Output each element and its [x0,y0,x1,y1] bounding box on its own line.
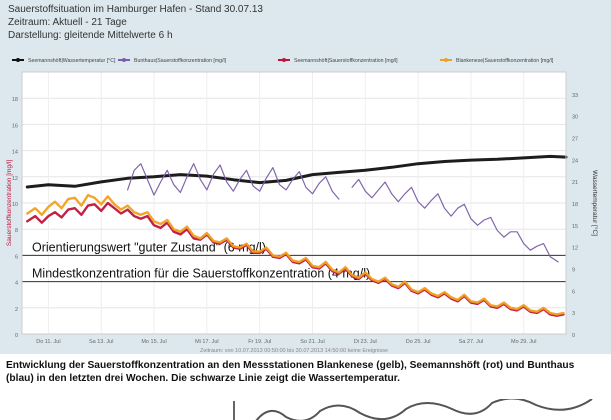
series-line [25,154,568,189]
legend-label: Blankenese|Sauerstoffkonzentration [mg/l… [456,58,554,64]
y-tick-label: 12 [12,176,18,182]
y2-tick-label: 6 [572,289,575,295]
cropped-following-text [6,396,606,420]
y-tick-label: 16 [12,123,18,129]
header-display-mode: Darstellung: gleitende Mittelwerte 6 h [8,30,173,41]
y2-tick-label: 12 [572,246,578,252]
y2-tick-label: 3 [572,311,575,317]
y-tick-label: 4 [15,281,18,287]
legend-marker-dot [16,58,20,62]
x-tick-label: Sa 13. Jul [89,339,113,345]
y2-tick-label: 21 [572,180,578,186]
x-tick-label: Mo 29. Jul [511,339,536,345]
reference-line-label: Orientierungswert "guter Zustand" (6 mg/… [32,240,266,254]
y-tick-label: 10 [12,202,18,208]
legend-marker-dot [282,58,286,62]
reference-line-label: Mindestkonzentration für die Sauerstoffk… [32,267,370,281]
x-tick-label: Do 25. Jul [406,339,431,345]
x-tick-label: Mi 17. Jul [195,339,219,345]
legend-marker-dot [444,58,448,62]
y-tick-label: 18 [12,97,18,103]
y2-tick-label: 18 [572,202,578,208]
y-tick-label: 6 [15,254,18,260]
x-tick-label: So 21. Jul [300,339,324,345]
series-line [127,163,559,263]
x-axis-title: Zeitraum: von 10.07.2013 00:50:00 bis 30… [200,348,388,354]
y2-tick-label: 24 [572,158,578,164]
y-tick-label: 8 [15,228,18,234]
y2-tick-label: 15 [572,224,578,230]
series-line [26,193,565,316]
x-tick-label: Do 11. Jul [36,339,60,345]
series-line [26,201,565,317]
y2-tick-label: 30 [572,115,578,121]
legend-label: Seemannshöft|Wassertemperatur [°C] [28,58,116,64]
x-tick-label: Di 23. Jul [354,339,377,345]
y-tick-label: 14 [12,150,18,156]
legend-label: Seemannshöft|Sauerstoffkonzentration [mg… [294,58,398,64]
header-timerange: Zeitraum: Aktuell - 21 Tage [8,17,127,28]
legend-label: Bunthaus|Sauerstoffkonzentration [mg/l] [134,58,227,64]
y-tick-label: 0 [15,333,18,339]
y2-tick-label: 9 [572,268,575,274]
y2-tick-label: 0 [572,333,575,339]
y-tick-label: 2 [15,307,18,313]
y2-tick-label: 27 [572,137,578,143]
y-axis-title: Sauerstoffkonzentration [mg/l] [6,160,13,246]
x-tick-label: Mo 15. Jul [141,339,166,345]
caption-bold: Messstationen Blankenese [243,360,374,371]
plot-border [21,71,567,335]
figure-caption: Entwicklung der Sauerstoffkonzentration … [6,360,575,384]
y2-axis-title: Wassertemperatur [°C] [591,170,599,236]
header-title: Sauerstoffsituation im Hamburger Hafen -… [8,4,263,15]
y2-tick-label: 33 [572,93,578,99]
x-tick-label: Sa 27. Jul [459,339,483,345]
legend-marker-dot [122,58,126,62]
x-tick-label: Fr 19. Jul [248,339,271,345]
